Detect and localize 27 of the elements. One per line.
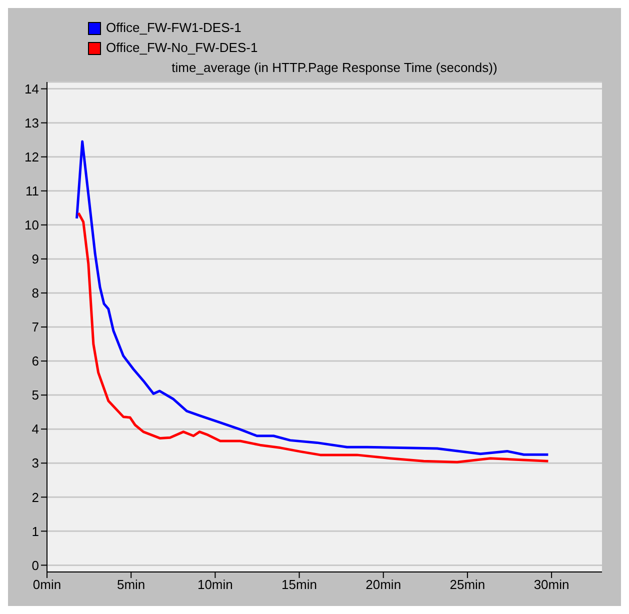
chart-title: time_average (in HTTP.Page Response Time (seconds)): [170, 60, 498, 77]
x-tick-label: 15min: [282, 577, 317, 592]
y-tick-label: 11: [26, 184, 39, 199]
y-tick-label: 6: [32, 354, 39, 369]
x-tick-label: 30min: [534, 577, 570, 592]
y-tick-label: 2: [32, 490, 39, 505]
y-tick-label: 4: [32, 422, 39, 437]
y-tick-label: 7: [32, 320, 39, 335]
y-tick-label: 12: [24, 149, 39, 164]
y-tick-label: 5: [32, 388, 39, 403]
legend-label: Office_FW-No_FW-DES-1: [106, 39, 258, 57]
line-series: [77, 212, 550, 464]
y-tick-label: 0: [32, 558, 39, 573]
x-tick-label: 10min: [197, 577, 233, 592]
y-tick-label: 10: [24, 218, 39, 233]
y-tick-label: 8: [32, 286, 39, 301]
y-tick-label: 9: [32, 252, 39, 267]
line-series: [76, 140, 550, 456]
x-tick-label: 0min: [32, 577, 62, 592]
legend-label: Office_FW-FW1-DES-1: [106, 19, 242, 37]
x-tick-label: 5min: [116, 577, 146, 592]
y-tick-label: 3: [32, 456, 39, 471]
y-tick-label: 1: [32, 524, 39, 539]
y-tick-label: 13: [24, 115, 39, 130]
y-tick-label: 14: [24, 81, 39, 96]
x-tick-label: 25min: [450, 577, 486, 592]
x-tick-label: 20min: [366, 577, 402, 592]
